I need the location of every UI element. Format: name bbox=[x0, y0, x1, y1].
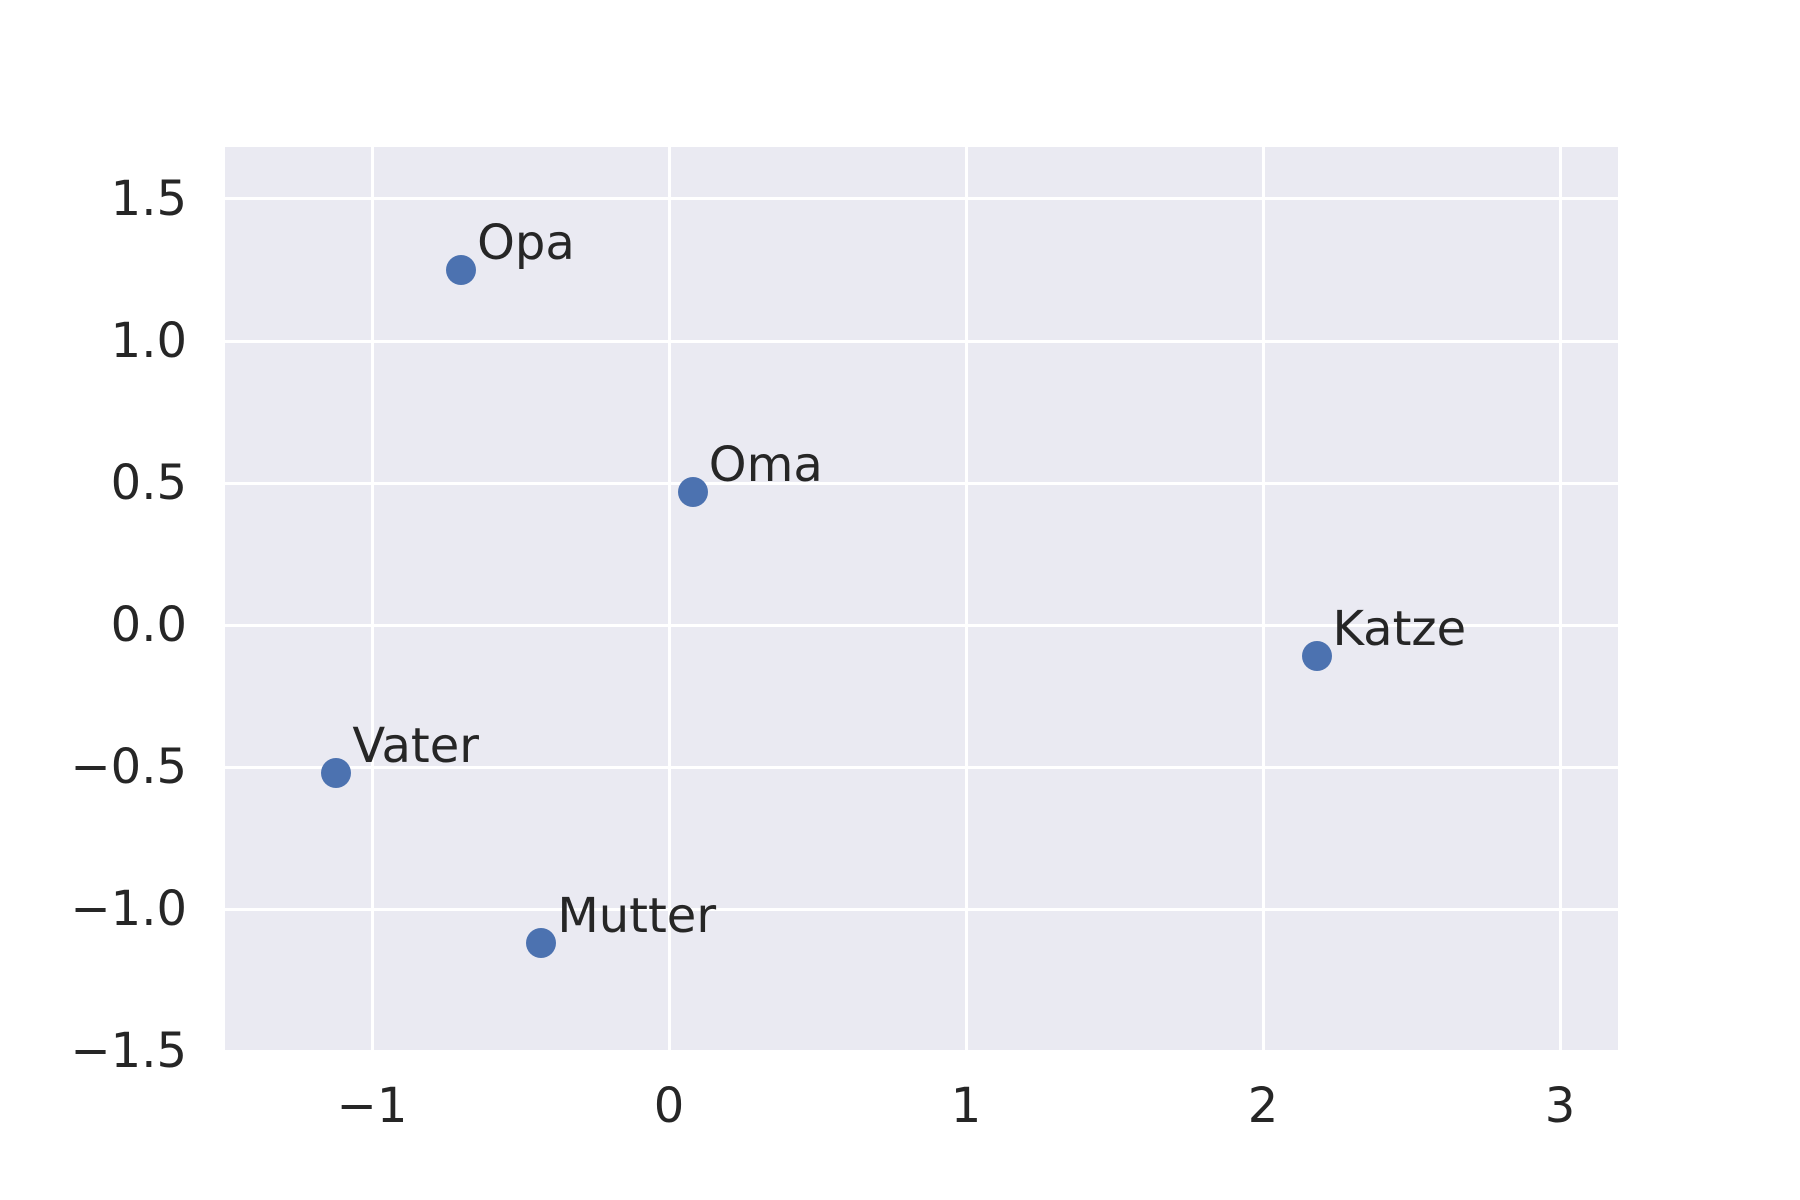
y-tick-label: 1.5 bbox=[110, 170, 187, 227]
vertical-gridline bbox=[964, 147, 968, 1050]
data-point-opa bbox=[446, 254, 477, 285]
horizontal-gridline bbox=[225, 197, 1618, 201]
x-tick-label: 3 bbox=[1544, 1078, 1576, 1134]
y-tick-label: 0.5 bbox=[110, 455, 187, 512]
y-tick-label: 1.0 bbox=[110, 313, 187, 369]
vertical-gridline bbox=[667, 147, 671, 1050]
x-tick-label: −1 bbox=[336, 1078, 408, 1134]
x-tick-label: 1 bbox=[950, 1078, 982, 1134]
vertical-gridline bbox=[370, 147, 374, 1050]
horizontal-gridline bbox=[225, 481, 1618, 485]
horizontal-gridline bbox=[225, 907, 1618, 911]
y-tick-label: −0.5 bbox=[70, 739, 187, 796]
x-tick-label: 0 bbox=[653, 1078, 685, 1134]
point-label-katze: Katze bbox=[1332, 601, 1467, 658]
point-label-opa: Opa bbox=[477, 214, 575, 271]
point-label-vater: Vater bbox=[352, 717, 479, 774]
y-tick-label: 0.0 bbox=[110, 597, 187, 654]
point-label-oma: Oma bbox=[708, 436, 823, 493]
plot-area: Opa Oma Katze Vater Mutter bbox=[225, 147, 1618, 1050]
point-label-mutter: Mutter bbox=[557, 888, 717, 945]
data-point-katze bbox=[1301, 641, 1332, 672]
y-tick-label: −1.0 bbox=[70, 881, 187, 938]
x-tick-label: 2 bbox=[1247, 1078, 1279, 1134]
y-tick-label: −1.5 bbox=[70, 1023, 187, 1080]
horizontal-gridline bbox=[225, 765, 1618, 769]
data-point-vater bbox=[321, 757, 352, 788]
data-point-oma bbox=[677, 476, 708, 507]
data-point-mutter bbox=[526, 928, 557, 959]
horizontal-gridline bbox=[225, 339, 1618, 343]
horizontal-gridline bbox=[225, 623, 1618, 627]
vertical-gridline bbox=[1558, 147, 1562, 1050]
vertical-gridline bbox=[1261, 147, 1265, 1050]
